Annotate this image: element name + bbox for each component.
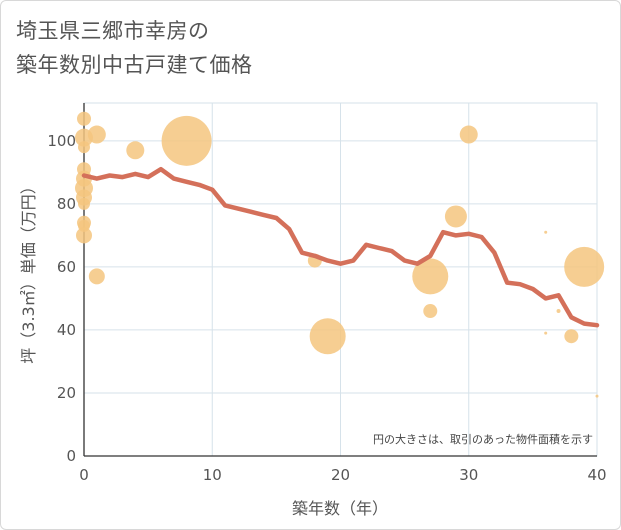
bubble-point-10 [76,227,92,244]
y-axis-label: 坪（3.3㎡）単価（万円） [19,178,38,363]
chart-title-line1: 埼玉県三郷市幸房の [16,19,210,43]
bubble-point-13 [126,141,145,160]
bubble-point-24 [564,329,579,344]
chart-title-line2: 築年数別中古戸建て価格 [16,53,253,77]
bubble-point-20 [459,125,478,144]
average-price-line [81,166,600,328]
bubble-point-23 [556,309,561,314]
bubble-point-16 [309,318,346,355]
bubble-point-0 [77,111,91,126]
y-tick-label-0: 0 [66,447,76,465]
x-tick-label-0: 0 [79,466,89,484]
y-tick-label-100: 100 [47,132,76,150]
x-tick-label-20: 20 [331,466,350,484]
y-tick-label-80: 80 [57,195,76,213]
x-tick-label-10: 10 [203,466,222,484]
tick-labels: 0 20 40 60 80 100 0 10 20 30 40 [47,132,606,484]
bubble-point-22 [544,331,548,335]
chart-title: 埼玉県三郷市幸房の 築年数別中古戸建て価格 [16,14,253,82]
bubble-point-12 [88,268,105,285]
bubble-point-26 [595,394,599,398]
line-layer [81,166,600,328]
bubble-point-18 [423,304,438,319]
y-tick-label-40: 40 [57,321,76,339]
bubble-point-17 [412,258,449,295]
bubble-point-21 [544,230,548,234]
bubble-point-2 [78,141,90,154]
y-tick-label-20: 20 [57,384,76,402]
bubble-point-14 [161,115,212,166]
bubble-point-11 [87,125,106,144]
bubble-point-25 [564,246,605,287]
bubble-layer [75,111,605,398]
chart-grid [83,102,598,457]
bubble-point-7 [78,197,90,210]
x-axis-label: 築年数（年） [292,499,388,518]
bubble-point-19 [444,205,467,228]
x-tick-label-40: 40 [587,466,606,484]
x-tick-label-30: 30 [459,466,478,484]
chart-axes [83,103,597,457]
y-tick-label-60: 60 [57,258,76,276]
chart-annotation: 円の大きさは、取引のあった物件面積を示す [373,432,593,446]
